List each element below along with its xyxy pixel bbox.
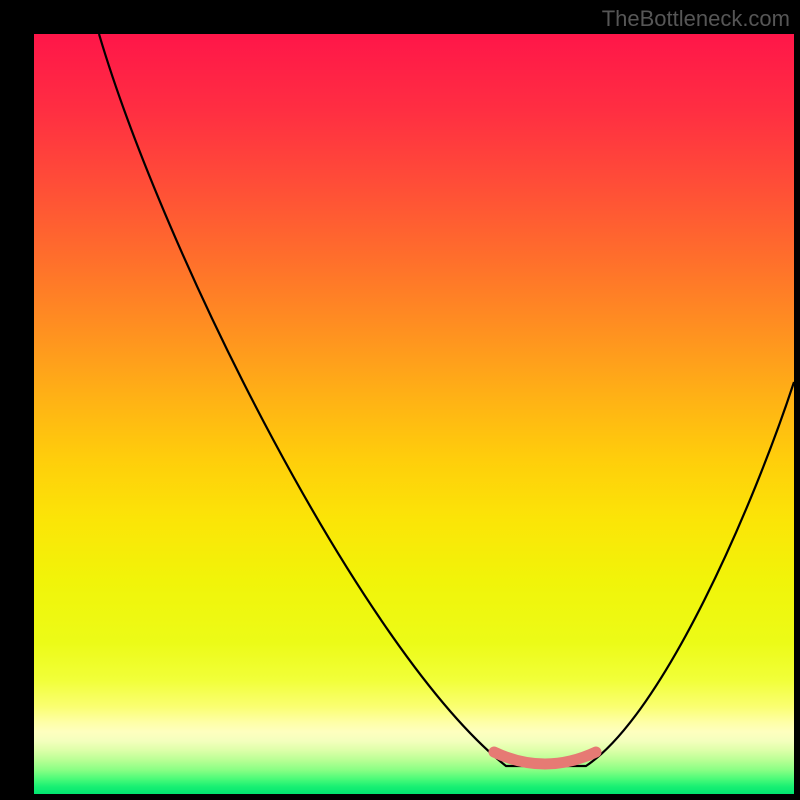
v-curve xyxy=(99,34,794,766)
chart-container: TheBottleneck.com xyxy=(0,0,800,800)
curve-layer xyxy=(34,34,794,794)
valley-highlight xyxy=(494,752,596,764)
watermark-text: TheBottleneck.com xyxy=(602,6,790,32)
plot-area xyxy=(34,34,794,794)
